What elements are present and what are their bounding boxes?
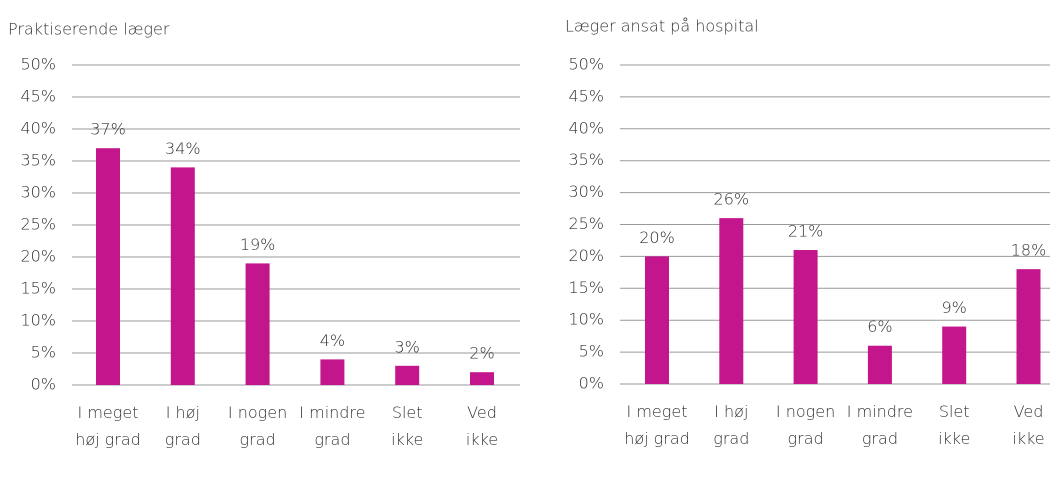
y-tick-label: 40%: [20, 119, 56, 138]
value-label: 37%: [90, 120, 126, 139]
x-tick-label: Ved ikke: [1012, 402, 1044, 448]
y-tick-label: 50%: [568, 55, 604, 74]
x-tick-label: I nogen grad: [228, 403, 287, 449]
y-tick-label: 35%: [20, 151, 56, 170]
x-tick-label: I mindre grad: [299, 403, 365, 449]
x-tick-label: I meget høj grad: [624, 402, 690, 448]
y-tick-label: 5%: [31, 343, 56, 362]
bar: [867, 345, 892, 384]
y-tick-label: 15%: [20, 279, 56, 298]
y-tick-label: 40%: [568, 118, 604, 137]
x-tick-label: I mindre grad: [847, 402, 913, 448]
value-label: 18%: [1011, 241, 1047, 260]
y-tick-label: 30%: [20, 183, 56, 202]
value-label: 21%: [788, 222, 824, 241]
bar: [719, 218, 744, 384]
value-label: 34%: [165, 139, 201, 158]
y-tick-label: 20%: [20, 247, 56, 266]
value-label: 3%: [395, 337, 420, 356]
bar: [170, 167, 195, 385]
bar: [320, 359, 345, 385]
y-tick-label: 30%: [568, 182, 604, 201]
bar: [645, 256, 669, 384]
bar: [395, 365, 420, 385]
x-tick-label: I høj grad: [713, 402, 749, 448]
value-label: 6%: [867, 317, 892, 336]
y-tick-label: 35%: [568, 150, 604, 169]
y-tick-label: 50%: [20, 55, 56, 74]
value-label: 20%: [639, 228, 675, 247]
chart-title: Praktiserende læger: [8, 20, 170, 39]
x-tick-label: I nogen grad: [776, 402, 835, 448]
y-tick-label: 25%: [20, 215, 56, 234]
y-tick-label: 45%: [568, 86, 604, 105]
y-tick-label: 45%: [20, 87, 56, 106]
y-tick-label: 20%: [568, 246, 604, 265]
bar: [793, 250, 818, 384]
y-tick-label: 25%: [568, 214, 604, 233]
value-label: 9%: [942, 298, 967, 317]
x-tick-label: Slet ikke: [391, 403, 423, 449]
value-label: 2%: [469, 344, 494, 363]
bar: [1016, 269, 1041, 384]
y-tick-label: 0%: [31, 375, 56, 394]
y-tick-label: 5%: [579, 342, 604, 361]
bar: [245, 263, 270, 385]
x-tick-label: Slet ikke: [938, 402, 970, 448]
x-tick-label: Ved ikke: [466, 403, 498, 449]
y-tick-label: 10%: [20, 311, 56, 330]
value-label: 4%: [320, 331, 345, 350]
y-tick-label: 15%: [568, 278, 604, 297]
bar: [470, 372, 494, 385]
bar: [942, 326, 967, 384]
y-tick-label: 10%: [568, 310, 604, 329]
value-label: 19%: [240, 235, 276, 254]
chart-title: Læger ansat på hospital: [565, 17, 759, 36]
y-tick-label: 0%: [579, 374, 604, 393]
bar: [96, 148, 120, 385]
x-tick-label: I meget høj grad: [75, 403, 141, 449]
x-tick-label: I høj grad: [165, 403, 201, 449]
value-label: 26%: [714, 190, 750, 209]
